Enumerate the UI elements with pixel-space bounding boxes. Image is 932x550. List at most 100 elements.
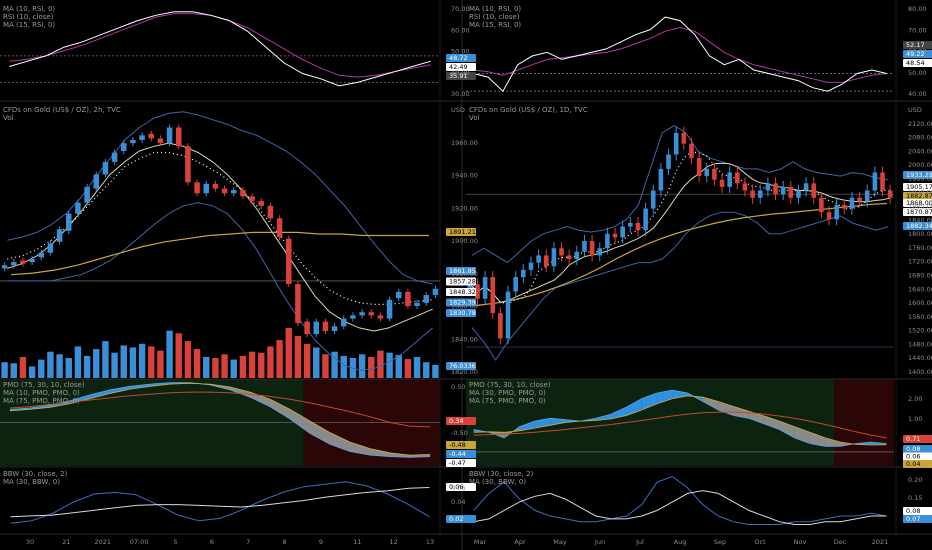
- candle-body: [221, 188, 228, 194]
- price-tag-badge: [903, 515, 932, 523]
- candle-body: [773, 183, 778, 195]
- candle-body: [819, 197, 824, 213]
- indicator-label: MA (15, RSI, 0): [469, 21, 521, 29]
- price-tag-text: 1861.85: [449, 267, 476, 275]
- candle-body: [742, 183, 748, 191]
- axis-tick-label: 1920.00: [908, 189, 932, 197]
- candle-body: [872, 172, 878, 191]
- x-axis-label: Sep: [714, 538, 726, 546]
- candle-body: [803, 183, 809, 191]
- price-tag-badge: [446, 483, 476, 491]
- candle-body: [658, 168, 664, 191]
- candle-body: [536, 255, 541, 263]
- x-axis-label: 7: [246, 538, 250, 546]
- pmo-fill-segment: [657, 390, 673, 404]
- candle-body: [130, 140, 136, 144]
- volume-bar: [138, 343, 146, 378]
- candle-body: [796, 190, 801, 198]
- axis-tick-label: 1860.00: [451, 303, 478, 311]
- candle-body: [735, 172, 740, 184]
- volume-bar: [303, 343, 311, 378]
- volume-bar: [184, 341, 192, 378]
- indicator-label: Vol: [3, 114, 14, 122]
- x-axis-label: 13: [426, 538, 434, 546]
- candle-body: [750, 190, 755, 198]
- sma-slow-line: [473, 202, 887, 307]
- volume-bar: [423, 362, 430, 378]
- price-tag-text: 76.033K: [449, 362, 477, 370]
- candle-body: [203, 183, 209, 194]
- candle-body: [47, 243, 54, 253]
- candle-body: [719, 179, 725, 187]
- candle-body: [528, 262, 534, 270]
- axis-tick-label: 0.04: [451, 498, 465, 506]
- candle-body: [574, 251, 580, 260]
- x-axis-label: Aug: [674, 538, 687, 546]
- pmo-slow-ma-line: [9, 391, 431, 428]
- x-axis-label: 12: [389, 538, 397, 546]
- bbw-ma-line: [473, 490, 887, 525]
- pmo-fill-segment: [390, 452, 410, 458]
- axis-tick-label: 2080.00: [908, 134, 932, 142]
- price-tag-badge: [903, 59, 932, 67]
- candle-body: [249, 196, 255, 202]
- sma-slow-line: [10, 231, 429, 276]
- price-tag-text: -0.44: [449, 450, 466, 458]
- axis-tick-label: 1960.00: [451, 139, 478, 147]
- price-tag-badge: [446, 267, 476, 275]
- axis-tick-label: 50.00: [908, 69, 927, 77]
- candle-body: [432, 288, 439, 296]
- pmo-fill-segment: [809, 432, 826, 447]
- candle-body: [139, 135, 145, 141]
- candle-body: [566, 255, 572, 260]
- price-tag-text: 42.49: [449, 63, 468, 71]
- price-tag-badge: [446, 459, 476, 467]
- price-tag-badge: [903, 183, 932, 191]
- bbw-ma-line: [10, 487, 430, 518]
- candle-body: [295, 284, 301, 324]
- price-tag-badge: [903, 445, 932, 453]
- price-tag-badge: [446, 228, 476, 236]
- candle-body: [589, 241, 595, 256]
- volume-bar: [276, 340, 283, 378]
- candle-body: [650, 190, 656, 209]
- indicator-label: CFDs on Gold (US$ / OZ), 1D, TVC: [469, 106, 588, 114]
- candle-body: [482, 277, 488, 299]
- candle-body: [386, 299, 393, 319]
- volume-bar: [28, 366, 36, 378]
- price-tag-text: 0.04: [906, 460, 920, 468]
- candle-body: [341, 318, 347, 327]
- candle-body: [887, 190, 893, 198]
- candle-body: [185, 146, 191, 183]
- price-tag-badge: [903, 208, 932, 216]
- price-tag-text: 1830.78: [449, 309, 476, 317]
- price-tag-text: 48.72: [449, 54, 468, 62]
- price-tag-text: 0.06: [906, 453, 920, 461]
- pmo-fill-segment: [764, 416, 780, 430]
- axis-tick-label: 1820.00: [451, 368, 478, 376]
- volume-bar: [285, 328, 292, 378]
- candle-body: [75, 202, 81, 214]
- candle-body: [704, 168, 710, 177]
- axis-tick-label: 80.00: [908, 5, 927, 13]
- price-tag-badge: [446, 277, 476, 286]
- volume-bar: [239, 355, 247, 378]
- pmo-fill-segment: [748, 411, 765, 424]
- x-axis-label: Apr: [514, 538, 526, 546]
- candle-body: [405, 291, 411, 306]
- candle-body: [490, 277, 496, 314]
- candle-body: [286, 238, 292, 285]
- axis-tick-label: 60.00: [908, 48, 927, 56]
- axis-tick-label: 2120.00: [908, 120, 932, 128]
- price-tag-badge: [446, 362, 476, 370]
- price-tag-text: 1870.87: [906, 208, 932, 216]
- volume-bar: [340, 355, 347, 378]
- volume-bar: [386, 352, 393, 378]
- candle-body: [834, 204, 839, 220]
- axis-tick-label: 2000.00: [908, 161, 932, 169]
- price-tag-badge: [903, 171, 932, 179]
- volume-bar: [65, 358, 72, 378]
- axis-tick-label: 1880.00: [908, 203, 932, 211]
- axis-tick-label: 1640.00: [908, 285, 932, 293]
- axis-tick-label: 1400.00: [908, 368, 932, 376]
